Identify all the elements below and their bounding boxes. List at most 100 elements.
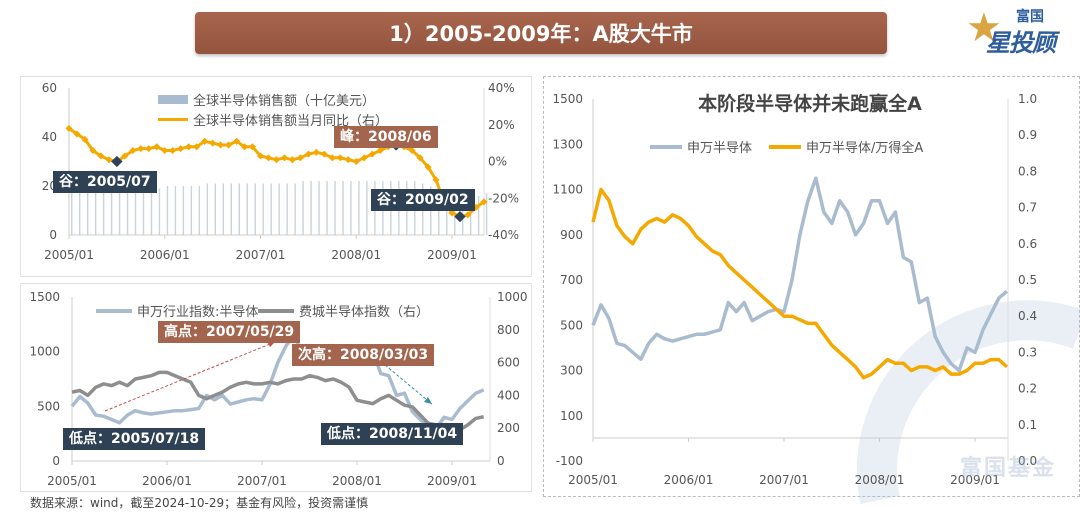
line-marker (344, 156, 352, 164)
line-marker (320, 150, 328, 158)
bar (182, 186, 185, 235)
y-right-tick-label: 0.3 (1018, 345, 1037, 359)
x-tick-label: 2005/01 (568, 473, 618, 487)
chart1-legend-line: 全球半导体销售额当月同比（右） (158, 110, 388, 129)
chart3-title: 本阶段半导体并未跑赢全A (698, 93, 922, 115)
bar (342, 181, 344, 235)
bar (158, 188, 161, 235)
y-right-tick-label: 20% (488, 118, 515, 132)
brand-logo: ★ 富国 星投顾 (966, 6, 1071, 57)
y-left-tick-label: -100 (556, 454, 583, 468)
series-line-1 (591, 187, 1008, 380)
chart1-panel (20, 76, 532, 277)
line-marker (272, 156, 280, 164)
bar (246, 183, 248, 235)
y-right-tick-label: 0.6 (1018, 237, 1037, 251)
line-marker (137, 145, 145, 153)
x-tick-label: 2008/01 (331, 248, 381, 262)
line-marker (352, 157, 360, 166)
series-line-1 (71, 370, 485, 434)
line-marker (193, 143, 201, 151)
line-marker (177, 145, 185, 153)
y-right-tick-label: 40% (488, 81, 515, 95)
y-left-tick-label: 1300 (552, 137, 583, 151)
y-left-tick-label: 500 (37, 399, 60, 413)
series-line-0 (591, 176, 1008, 373)
y-right-tick-label: -40% (488, 228, 519, 242)
x-tick-label: 2007/01 (236, 248, 286, 262)
bar (485, 193, 488, 235)
y-right-tick-label: 400 (497, 388, 520, 402)
line-marker (185, 143, 193, 151)
legend-label: 费城半导体指数（右） (299, 305, 430, 320)
bar (230, 183, 232, 235)
line-marker (256, 152, 265, 160)
line-marker (89, 146, 97, 155)
line-marker (65, 124, 73, 132)
annotation-peak-2008: 峰：2008/06 (334, 126, 438, 148)
chart2-panel (20, 283, 532, 492)
bar (262, 183, 264, 235)
line-marker (145, 145, 153, 153)
x-tick-label: 2007/01 (237, 474, 287, 488)
legend-swatch (158, 95, 188, 104)
legend-swatch (158, 118, 188, 121)
bar (166, 186, 169, 235)
bar (71, 190, 73, 235)
legend-label: 全球半导体销售额当月同比（右） (193, 114, 389, 129)
bar (214, 183, 217, 235)
legend-label: 全球半导体销售额（十亿美元） (193, 94, 376, 109)
line-marker (464, 211, 472, 219)
logo-text-bottom: 星投顾 (986, 29, 1056, 57)
x-tick-label: 2006/01 (140, 248, 190, 262)
bar (78, 190, 81, 235)
bar (469, 198, 472, 235)
legend-swatch (96, 308, 132, 313)
legend-label: 申万半导体 (687, 141, 753, 156)
y-right-tick-label: 0.7 (1018, 201, 1037, 215)
line-marker (153, 143, 161, 151)
line-marker (233, 137, 241, 145)
logo-text-top: 富国 (1016, 9, 1044, 25)
y-left-tick-label: 60 (42, 81, 57, 95)
y-left-tick-label: 700 (560, 273, 583, 287)
bar (310, 181, 312, 235)
y-right-tick-label: -20% (488, 191, 519, 205)
x-tick-label: 2008/01 (332, 474, 382, 488)
y-right-tick-label: 1.0 (1018, 92, 1037, 106)
bar (206, 183, 209, 235)
y-right-tick-label: 0 (497, 454, 505, 468)
y-right-tick-label: 200 (497, 421, 520, 435)
bar (198, 186, 201, 235)
bar (270, 183, 272, 235)
bar (454, 200, 456, 235)
bar (190, 186, 193, 235)
line-marker (161, 146, 169, 155)
page-title: 1）2005-2009年：A股大牛市 (195, 12, 887, 54)
line-marker (360, 154, 368, 162)
line-marker (416, 154, 424, 162)
bar (142, 188, 145, 235)
bar (302, 181, 304, 235)
arrow-head (424, 397, 432, 404)
bar (134, 188, 137, 235)
y-left-tick-label: 0 (52, 454, 60, 468)
y-right-tick-label: 1000 (497, 290, 528, 304)
y-right-tick-label: 0.9 (1018, 128, 1037, 142)
line-marker (248, 143, 257, 151)
line-marker (105, 156, 113, 164)
bar (86, 190, 89, 235)
line-marker (376, 146, 384, 155)
line-marker (169, 146, 177, 155)
annotation-low-2005: 低点：2005/07/18 (63, 428, 206, 450)
bar (254, 183, 256, 235)
line-marker (312, 148, 320, 156)
x-tick-label: 2006/01 (664, 473, 714, 487)
x-tick-label: 2005/01 (47, 474, 97, 488)
line-marker (296, 154, 304, 162)
line-marker (129, 146, 137, 155)
y-right-tick-label: 0.2 (1018, 382, 1037, 396)
annotation-trough-2009: 谷：2009/02 (371, 189, 475, 211)
bar (446, 195, 448, 235)
x-tick-label: 2009/01 (427, 474, 477, 488)
